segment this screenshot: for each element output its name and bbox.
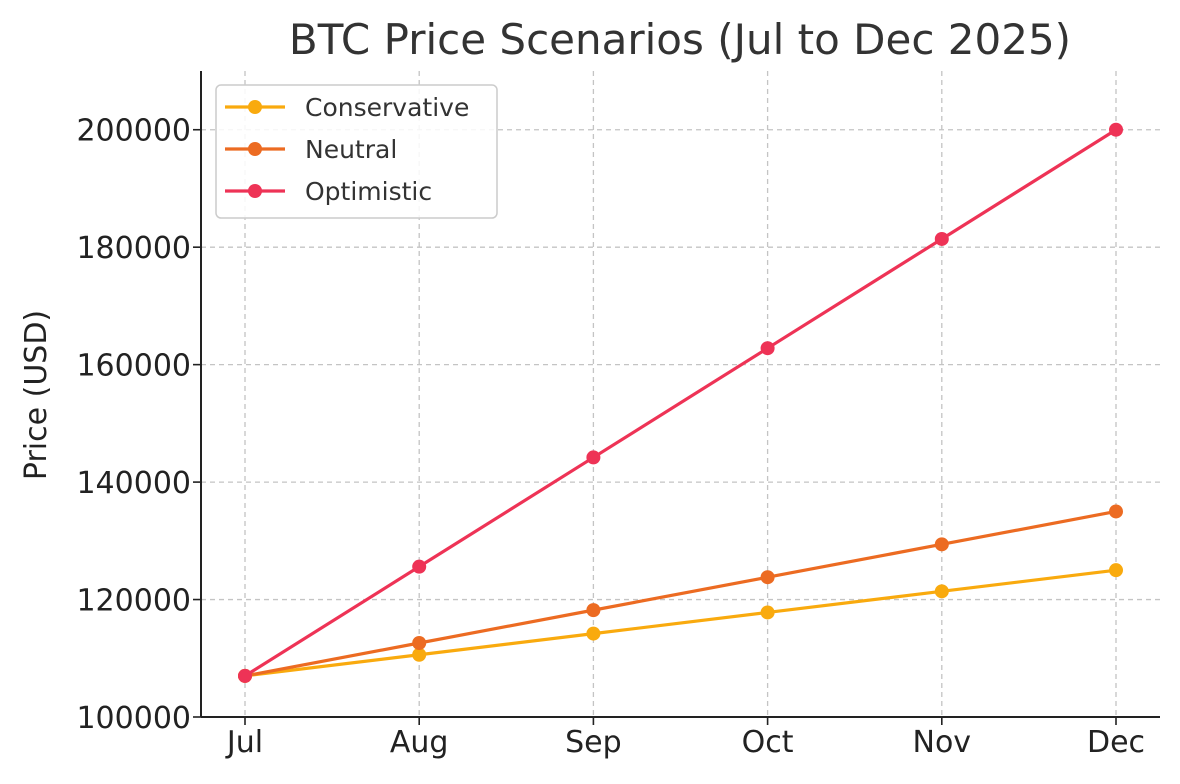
y-tick-label: 140000 bbox=[76, 466, 191, 501]
data-point-conservative bbox=[934, 584, 949, 599]
data-point-neutral bbox=[1109, 504, 1123, 519]
legend-label-optimistic: Optimistic bbox=[305, 177, 432, 206]
data-point-optimistic bbox=[586, 450, 601, 465]
series-line-neutral bbox=[244, 509, 1117, 678]
data-point-optimistic bbox=[1109, 122, 1123, 137]
tick-labels: Jul Aug Sep Oct Nov Dec 100000 120000 140000 1600… bbox=[76, 114, 1145, 760]
legend-box bbox=[215, 84, 498, 219]
data-point-neutral bbox=[586, 603, 601, 618]
y-tick-label: 180000 bbox=[76, 231, 191, 266]
x-tick-label: Aug bbox=[390, 725, 449, 760]
data-point-conservative bbox=[586, 626, 601, 641]
data-point-optimistic bbox=[412, 559, 427, 574]
legend-marker-conservative bbox=[248, 100, 262, 114]
axes bbox=[193, 71, 1160, 725]
data-point-conservative bbox=[412, 647, 427, 662]
data-point-optimistic bbox=[760, 341, 775, 356]
legend-marker-optimistic bbox=[248, 184, 262, 198]
y-tick-label: 120000 bbox=[76, 584, 191, 619]
x-tick-label: Dec bbox=[1087, 725, 1145, 760]
series-line-optimistic bbox=[244, 128, 1117, 678]
data-point-neutral bbox=[934, 537, 949, 552]
data-point-optimistic bbox=[238, 668, 252, 683]
chart-title: BTC Price Scenarios (Jul to Dec 2025) bbox=[289, 15, 1071, 64]
legend: Conservative Neutral Optimistic bbox=[215, 84, 498, 219]
y-axis-label: Price (USD) bbox=[19, 310, 54, 480]
data-point-conservative bbox=[1109, 563, 1123, 578]
series-lines bbox=[238, 122, 1123, 683]
grid bbox=[201, 71, 1160, 717]
x-tick-label: Nov bbox=[913, 725, 972, 760]
data-point-neutral bbox=[412, 636, 427, 651]
data-point-neutral bbox=[760, 570, 775, 585]
y-tick-label: 200000 bbox=[76, 114, 191, 149]
y-tick-label: 100000 bbox=[76, 701, 191, 736]
legend-label-conservative: Conservative bbox=[305, 93, 469, 122]
x-tick-label: Jul bbox=[225, 725, 263, 760]
x-tick-label: Sep bbox=[565, 725, 622, 760]
x-tick-label: Oct bbox=[742, 725, 794, 760]
series-line-conservative bbox=[244, 568, 1117, 678]
data-point-optimistic bbox=[934, 231, 949, 246]
legend-label-neutral: Neutral bbox=[305, 135, 397, 164]
y-tick-label: 160000 bbox=[76, 349, 191, 384]
data-point-conservative bbox=[760, 605, 775, 620]
legend-marker-neutral bbox=[248, 142, 262, 156]
